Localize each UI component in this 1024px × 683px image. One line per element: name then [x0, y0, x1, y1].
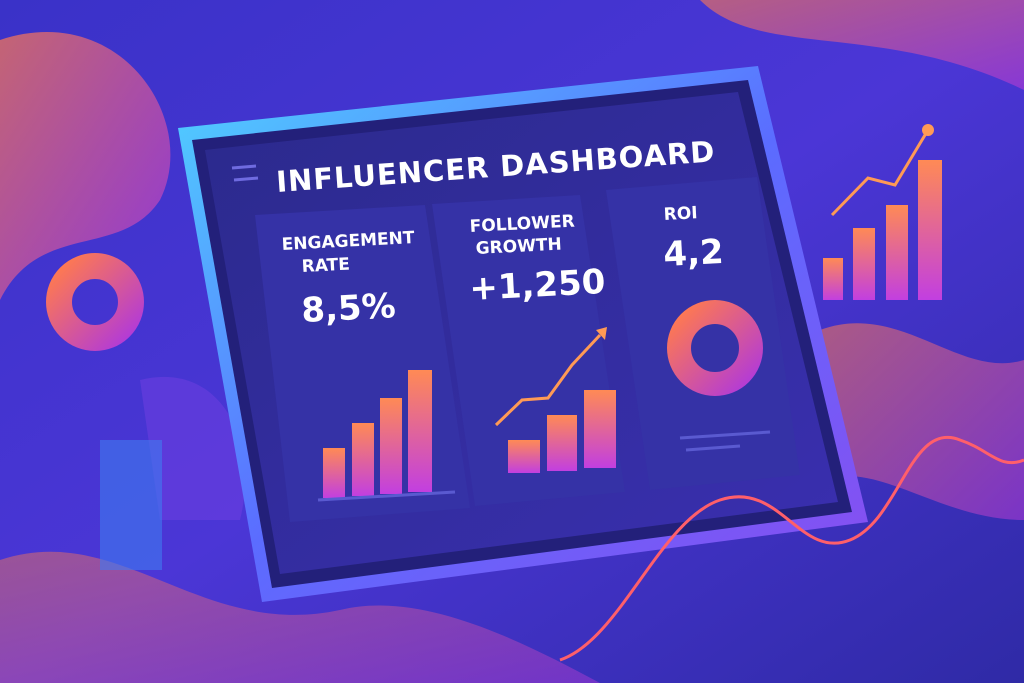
card-value: +1,250 [468, 262, 606, 309]
decor-line [685, 444, 741, 452]
card-value: 8,5% [300, 286, 396, 331]
card [606, 177, 800, 490]
blob [140, 376, 246, 520]
decor-line [494, 333, 602, 427]
blob [0, 551, 600, 683]
blob [0, 32, 171, 300]
decor-bar [584, 390, 616, 468]
decor-bar [886, 205, 908, 300]
baseline [317, 490, 456, 502]
menu-icon [233, 176, 259, 182]
decor-donut [46, 253, 144, 351]
card-label: GROWTH [475, 235, 562, 259]
decor-bar [352, 423, 374, 496]
card-label: ROI [663, 203, 698, 225]
decor-arrow [596, 327, 607, 340]
decor-bar [408, 370, 432, 492]
blob [700, 0, 1024, 90]
decor-bar [323, 448, 345, 498]
decor-bar [508, 440, 540, 473]
decor-bar [380, 398, 402, 494]
card-label: RATE [301, 255, 350, 277]
decor-dot [922, 124, 934, 136]
blob [820, 323, 1024, 520]
decor-line [830, 129, 930, 217]
decor-block [100, 440, 162, 570]
card-value: 4,2 [662, 232, 724, 275]
decor-wave [559, 436, 1024, 662]
decor-bar [918, 160, 942, 300]
decor-bar [823, 258, 843, 300]
menu-icon [231, 164, 257, 170]
decor-bar [547, 415, 577, 471]
decor-donut [667, 300, 763, 396]
decor-bar [853, 228, 875, 300]
decor-line [679, 430, 771, 440]
